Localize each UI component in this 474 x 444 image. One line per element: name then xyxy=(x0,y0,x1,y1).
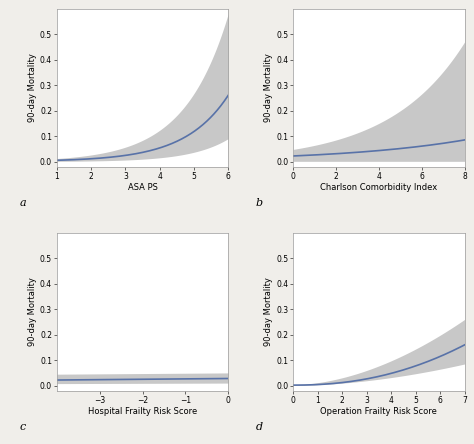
X-axis label: Operation Frailty Risk Score: Operation Frailty Risk Score xyxy=(320,407,438,416)
Y-axis label: 90-day Mortality: 90-day Mortality xyxy=(264,53,273,122)
Text: b: b xyxy=(255,198,263,208)
Y-axis label: 90-day Mortality: 90-day Mortality xyxy=(28,53,37,122)
Text: a: a xyxy=(19,198,26,208)
Y-axis label: 90-day Mortality: 90-day Mortality xyxy=(28,278,37,346)
X-axis label: ASA PS: ASA PS xyxy=(128,183,157,192)
Text: d: d xyxy=(255,422,263,432)
X-axis label: Hospital Frailty Risk Score: Hospital Frailty Risk Score xyxy=(88,407,197,416)
Y-axis label: 90-day Mortality: 90-day Mortality xyxy=(264,278,273,346)
X-axis label: Charlson Comorbidity Index: Charlson Comorbidity Index xyxy=(320,183,438,192)
Text: c: c xyxy=(19,422,26,432)
